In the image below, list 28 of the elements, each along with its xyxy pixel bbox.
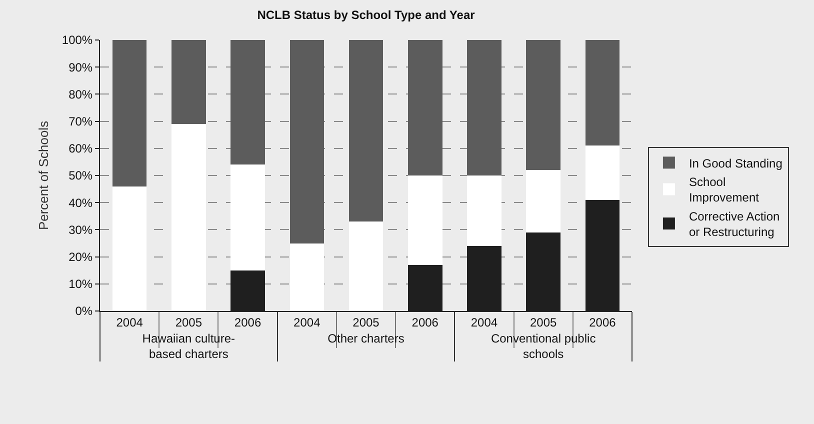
x-tick-label: 2005 xyxy=(352,315,380,330)
y-tick-label: 40% xyxy=(68,196,93,210)
legend-label: Corrective Action or Restructuring xyxy=(688,209,780,239)
x-tick-label: 2005 xyxy=(530,315,557,330)
y-tick-label: 80% xyxy=(68,87,93,102)
x-tick-label: 2004 xyxy=(294,315,321,330)
legend-label: In Good Standing xyxy=(688,156,782,170)
x-tick-label: 2006 xyxy=(412,315,439,330)
text: Conventional public schools xyxy=(490,331,596,361)
y-tick-label: 20% xyxy=(68,250,93,264)
text: Hawaiian culture-based charters xyxy=(142,331,236,361)
x-tick-label: 2004 xyxy=(116,315,144,330)
y-tick-label: 0% xyxy=(75,304,93,318)
x-tick-label: 2006 xyxy=(589,315,616,330)
chart-title: NCLB Status by School Type and Year xyxy=(257,8,476,22)
y-tick-label: 100% xyxy=(62,33,93,48)
y-tick-label: 90% xyxy=(68,60,93,74)
y-tick-label: 50% xyxy=(68,168,93,183)
x-tick-label: 2004 xyxy=(470,315,498,330)
x-tick-label: 2005 xyxy=(175,315,202,330)
y-tick-label: 30% xyxy=(68,222,93,237)
text: Other charters xyxy=(328,331,404,346)
y-axis-title: Percent of Schools xyxy=(36,120,51,230)
y-tick-label: 70% xyxy=(68,114,93,128)
x-tick-label: 2006 xyxy=(234,315,262,330)
legend-label: School Improvement xyxy=(688,175,760,205)
y-tick-label: 10% xyxy=(68,277,93,292)
y-tick-label: 60% xyxy=(68,142,93,156)
